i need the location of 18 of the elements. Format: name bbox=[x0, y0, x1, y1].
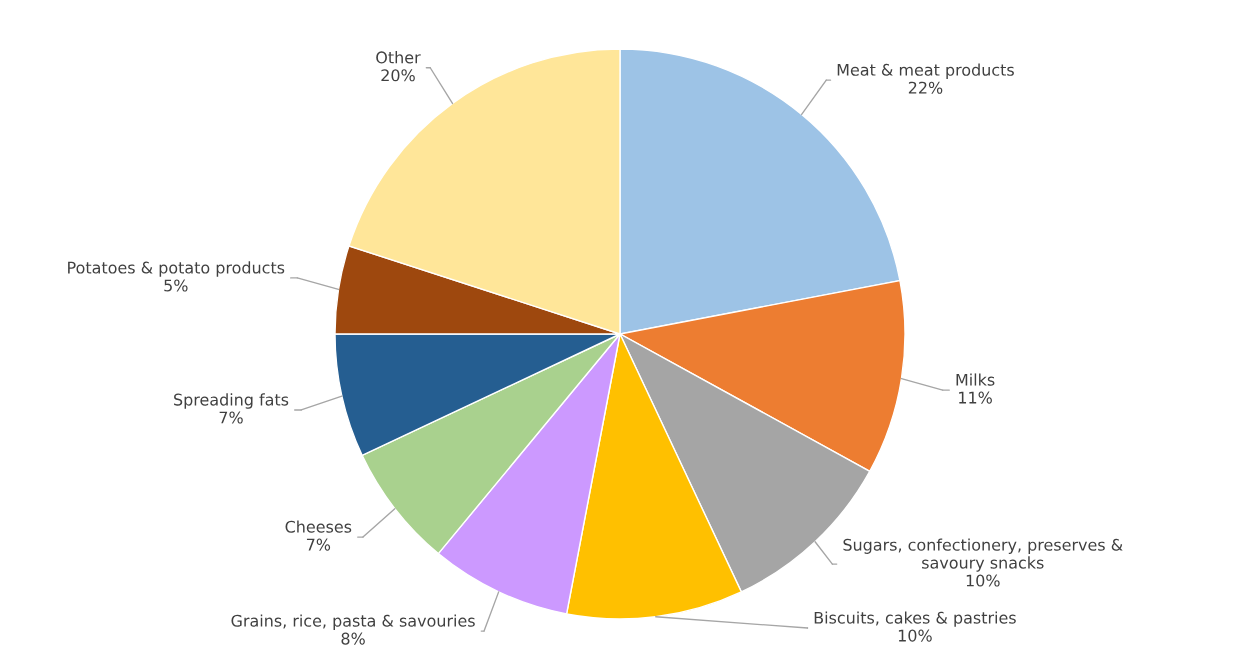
slice-label: Biscuits, cakes & pastries bbox=[814, 611, 1016, 627]
data-label: 10% bbox=[898, 629, 932, 642]
slice-label: Spreading fats bbox=[174, 393, 289, 409]
data-label: 20% bbox=[381, 69, 415, 82]
slice-label: Milks bbox=[956, 373, 995, 386]
slice-label: Meat & meat products bbox=[837, 63, 1014, 79]
slice-label: Other bbox=[376, 51, 421, 64]
slice-label: Sugars, confectionery, preserves & savoury snacks bbox=[843, 538, 1123, 572]
slice-label: Potatoes & potato products bbox=[68, 261, 285, 277]
slice-label: Grains, rice, pasta & savouries bbox=[231, 614, 475, 630]
data-label: 10% bbox=[966, 574, 1000, 587]
data-label: 22% bbox=[908, 81, 943, 94]
data-label: 11% bbox=[959, 391, 992, 404]
data-label: 5% bbox=[164, 279, 188, 292]
data-label: 8% bbox=[341, 632, 365, 645]
data-label: 7% bbox=[219, 411, 243, 424]
slice-label: Cheeses bbox=[285, 520, 352, 533]
data-label: 7% bbox=[306, 538, 331, 551]
